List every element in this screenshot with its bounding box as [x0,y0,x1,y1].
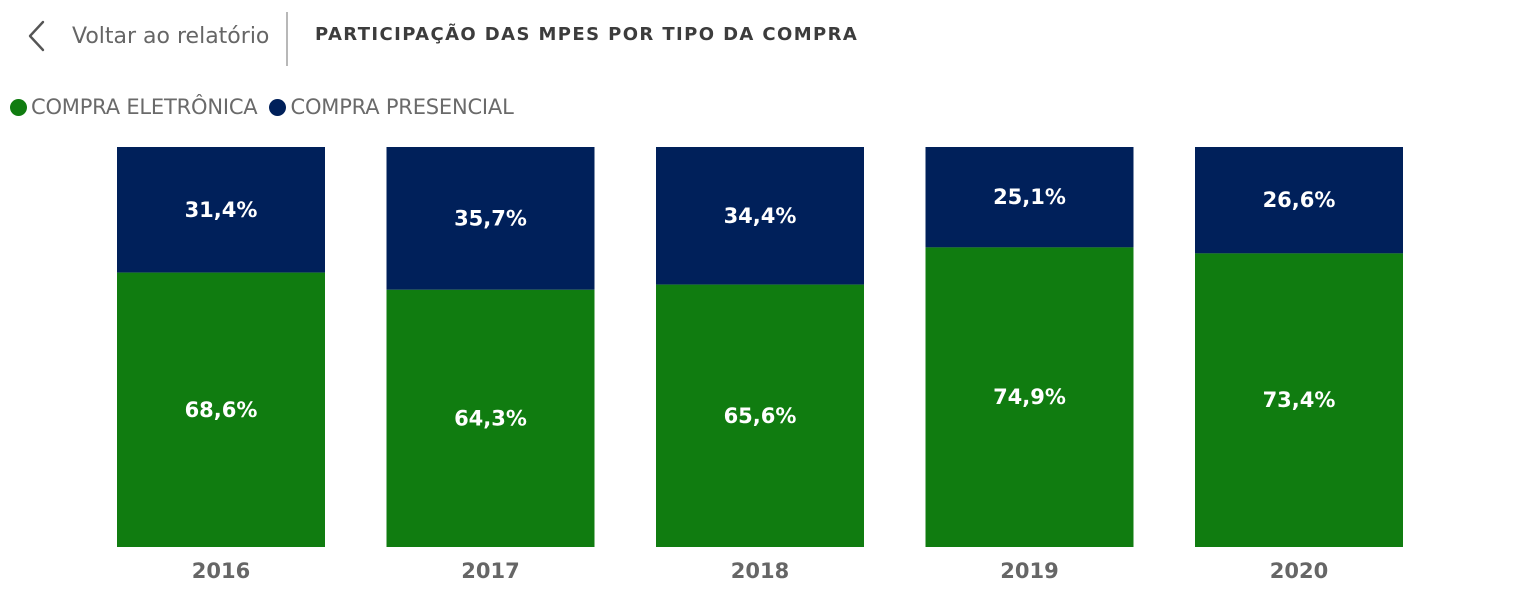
chevron-left-icon [28,20,45,52]
bar-compra-presencial-2020[interactable] [1195,147,1403,254]
back-to-report-label: Voltar ao relatório [72,23,270,49]
stacked-bar-chart: 31,4% 68,6% 2016 35,7% 64,3% 2017 34,4% 65,6% 20… [117,147,1403,583]
legend-item-presencial[interactable]: COMPRA PRESENCIAL [269,95,514,119]
data-label-compra-eletronica-2016: 68,6% [185,398,258,422]
report-header: Voltar ao relatório PARTICIPAÇÃO DAS MPE… [0,0,1519,72]
visual-title: PARTICIPAÇÃO DAS MPES POR TIPO DA COMPRA [315,24,859,45]
bar-compra-presencial-2019[interactable] [925,147,1134,248]
legend-dot-eletronica [10,98,27,116]
legend-dot-presencial [269,98,287,116]
data-label-compra-eletronica-2017: 64,3% [454,406,527,430]
data-label-compra-presencial-2020: 26,6% [1263,188,1336,212]
bar-compra-presencial-2018[interactable] [656,147,864,285]
back-to-report-button[interactable]: Voltar ao relatório [26,16,269,56]
bar-compra-presencial-2016[interactable] [117,147,325,273]
chart-legend: COMPRA ELETRÔNICA COMPRA PRESENCIAL [10,94,526,120]
data-label-compra-eletronica-2020: 73,4% [1263,388,1336,412]
bar-compra-eletronica-2017[interactable] [386,289,595,547]
x-tick-label-2018: 2018 [731,559,789,583]
bar-compra-eletronica-2018[interactable] [656,284,864,547]
x-tick-label-2016: 2016 [192,559,250,583]
legend-label-presencial: COMPRA PRESENCIAL [290,95,514,119]
bar-compra-eletronica-2019[interactable] [925,247,1134,547]
data-label-compra-presencial-2017: 35,7% [454,206,527,230]
legend-item-eletronica[interactable]: COMPRA ELETRÔNICA [10,95,258,119]
legend-label-eletronica: COMPRA ELETRÔNICA [31,95,258,119]
data-label-compra-eletronica-2019: 74,9% [993,385,1066,409]
data-label-compra-eletronica-2018: 65,6% [724,404,797,428]
x-tick-label-2020: 2020 [1270,559,1328,583]
bar-compra-presencial-2017[interactable] [386,147,595,290]
bar-compra-eletronica-2016[interactable] [117,272,325,547]
bar-compra-eletronica-2020[interactable] [1195,253,1403,547]
x-tick-label-2019: 2019 [1000,559,1058,583]
data-label-compra-presencial-2019: 25,1% [993,185,1066,209]
data-label-compra-presencial-2016: 31,4% [185,198,258,222]
x-tick-label-2017: 2017 [461,559,519,583]
header-divider [286,12,288,66]
data-label-compra-presencial-2018: 34,4% [724,204,797,228]
